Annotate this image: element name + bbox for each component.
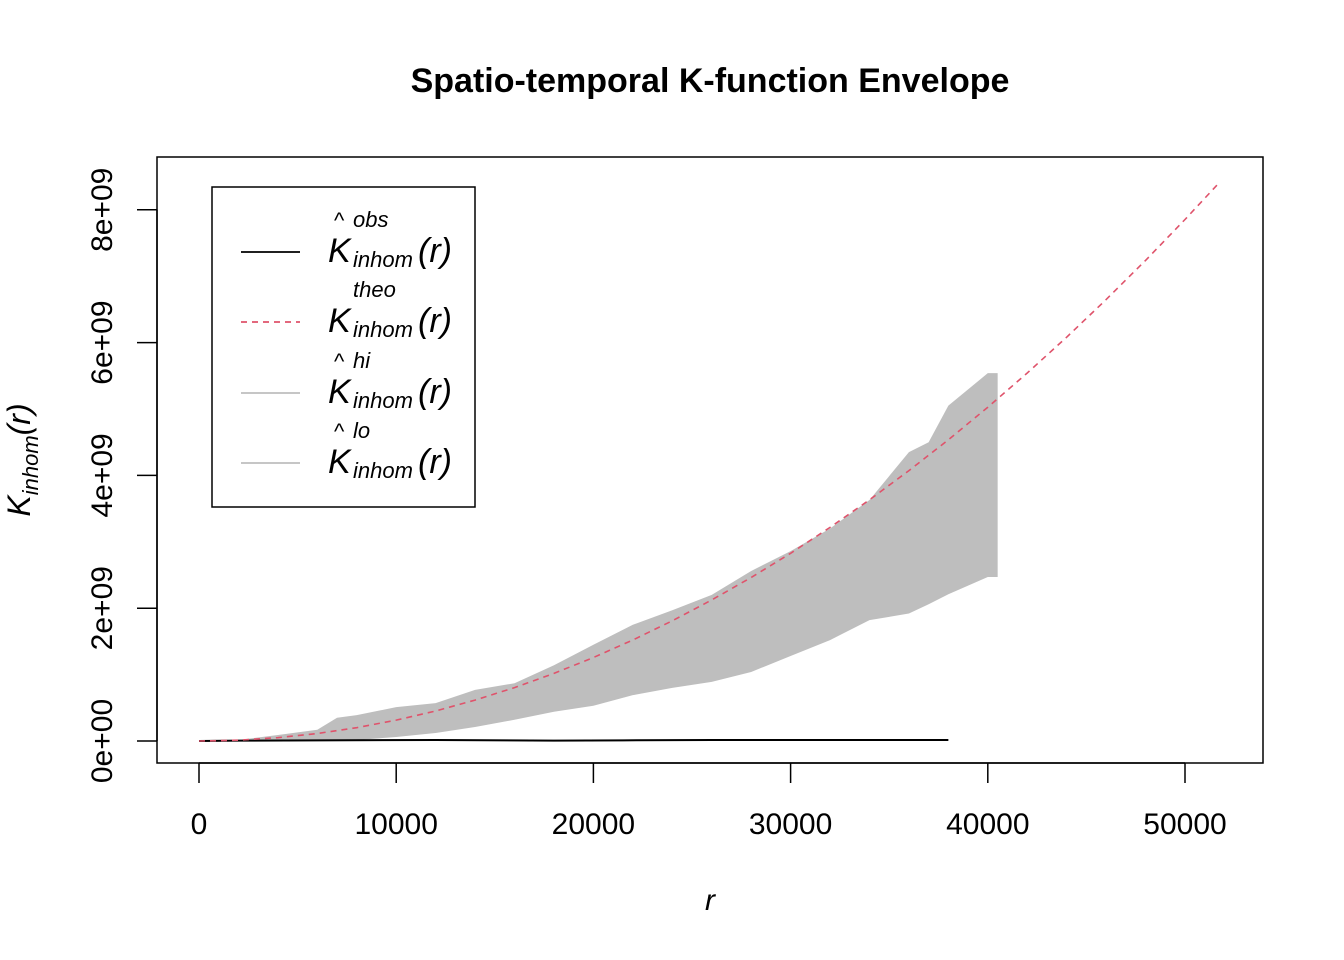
legend-sup: theo <box>353 277 396 302</box>
legend-arg: (r) <box>418 302 452 340</box>
y-tick-label: 6e+09 <box>86 300 119 384</box>
x-tick-label: 10000 <box>354 808 437 841</box>
x-axis-label: r <box>705 884 716 917</box>
x-tick-label: 20000 <box>552 808 635 841</box>
y-tick-label: 2e+09 <box>86 566 119 650</box>
legend-sub: inhom <box>353 247 413 272</box>
legend-hat: ^ <box>334 208 345 233</box>
chart-title: Spatio-temporal K-function Envelope <box>411 62 1010 100</box>
y-tick-label: 8e+09 <box>86 168 119 252</box>
legend-sub: inhom <box>353 458 413 483</box>
legend-sup: obs <box>353 207 389 232</box>
theo-line <box>198 182 1220 742</box>
legend-hat: ^ <box>334 419 345 444</box>
legend-k: K <box>328 232 351 270</box>
x-tick-label: 0 <box>191 808 208 841</box>
x-tick-label: 30000 <box>749 808 832 841</box>
envelope-band <box>199 373 998 741</box>
y-tick-label: 0e+00 <box>86 699 119 783</box>
y-axis-label: Kinhom(r) <box>1 403 43 516</box>
x-tick-label: 50000 <box>1143 808 1226 841</box>
x-tick-label: 40000 <box>946 808 1029 841</box>
legend-arg: (r) <box>418 443 452 481</box>
obs-line <box>198 739 949 742</box>
legend-k: K <box>328 443 351 481</box>
legend-sub: inhom <box>353 317 413 342</box>
legend-arg: (r) <box>418 232 452 270</box>
legend-sup: lo <box>353 418 371 443</box>
legend-arg: (r) <box>418 373 452 411</box>
legend-k: K <box>328 373 351 411</box>
legend-k: K <box>328 302 351 340</box>
legend-box <box>211 186 476 508</box>
y-tick-label: 4e+09 <box>86 433 119 517</box>
legend-sub: inhom <box>353 388 413 413</box>
legend-hat: ^ <box>334 349 345 374</box>
legend-sup: hi <box>353 348 371 373</box>
